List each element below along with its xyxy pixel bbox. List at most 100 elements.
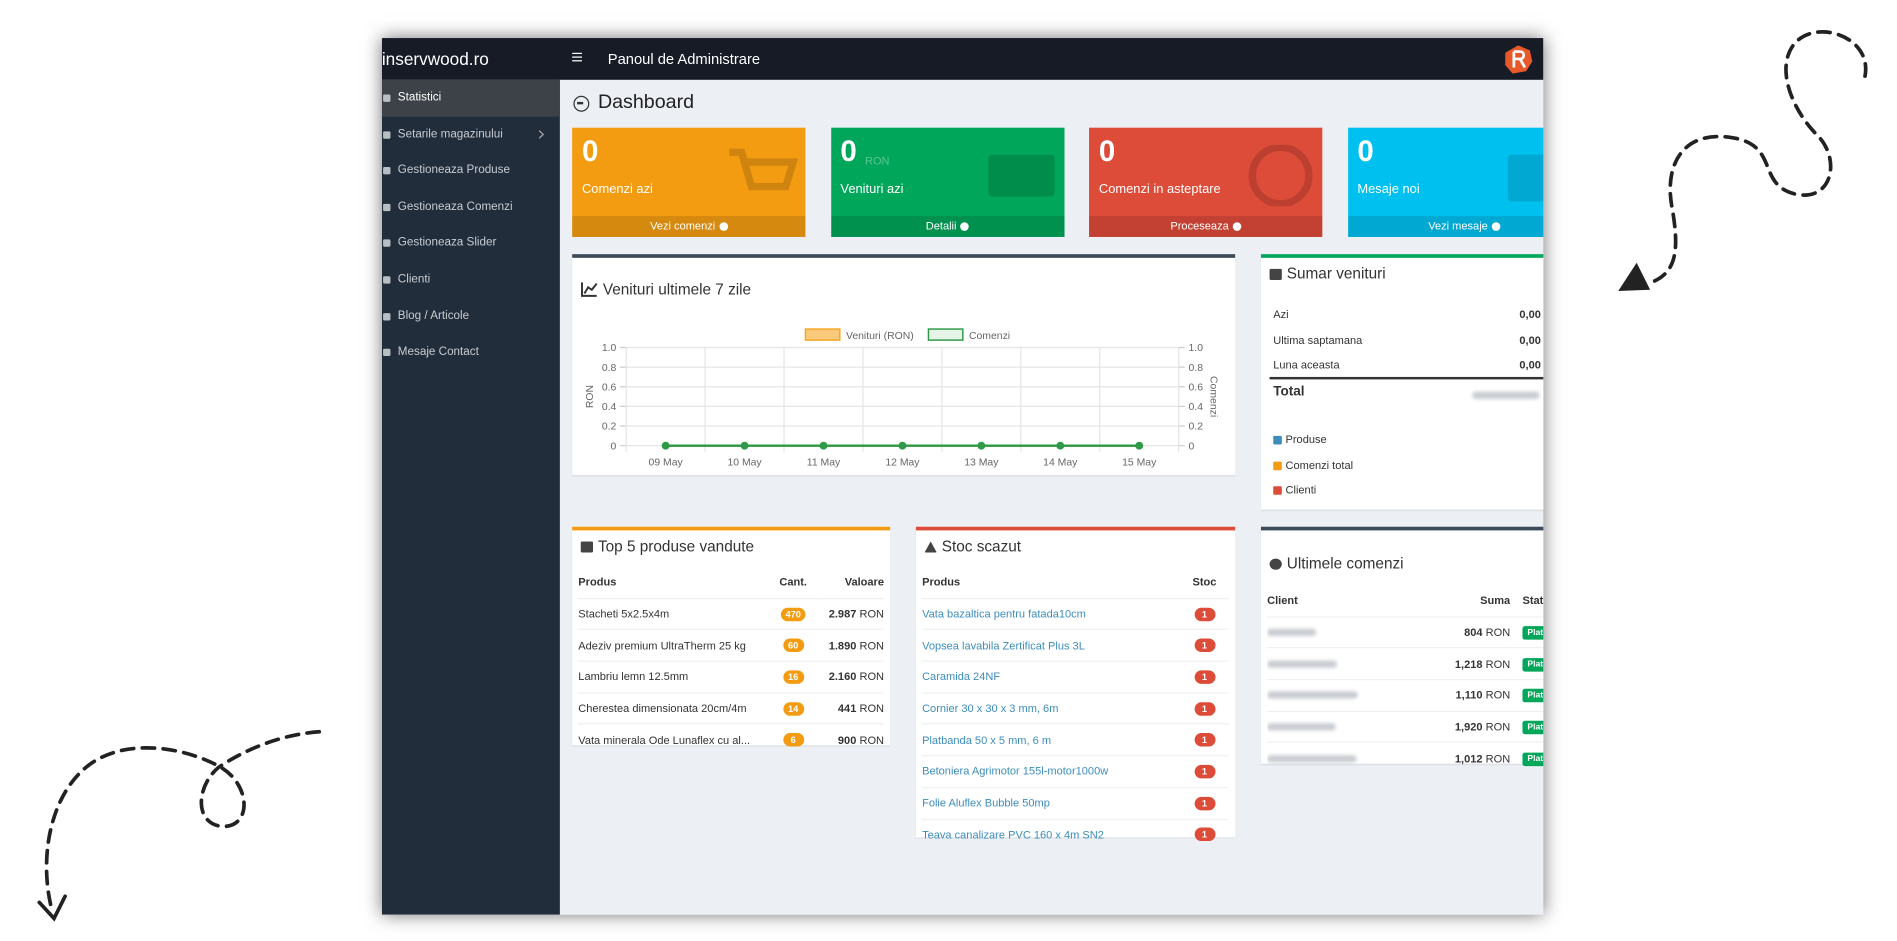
- table-row: 1,920 RON Platit: [1267, 710, 1544, 743]
- stock-badge: 1: [1194, 733, 1215, 747]
- table-row: Betoniera Agrimotor 155l-motor1000w 1: [922, 755, 1230, 788]
- y2-tick-label: 0.2: [1189, 422, 1204, 433]
- stock-cell: 1: [1179, 692, 1230, 725]
- user-logo[interactable]: [1503, 44, 1534, 75]
- column-header: Suma: [1480, 594, 1511, 607]
- value-cell: 2.160 RON: [823, 660, 885, 693]
- quantity-cell: 6: [762, 723, 824, 756]
- summary-link[interactable]: Comenzi total: [1273, 459, 1353, 471]
- column-header: Valoare: [844, 576, 885, 589]
- panel-title-text: Sumar venituri: [1286, 265, 1386, 283]
- y-tick-label: 0.6: [602, 382, 617, 393]
- menu-toggle[interactable]: [572, 52, 582, 62]
- client-cell: [1267, 647, 1439, 680]
- product-link[interactable]: Folie Aluflex Bubble 50mp: [922, 786, 1180, 819]
- summary-row: Azi 0,00: [1273, 308, 1541, 320]
- line-chart: Venituri ultimele 7 zile Venituri (RON) Co…: [580, 282, 1219, 468]
- sidebar-item[interactable]: Mesaje Contact: [382, 334, 560, 370]
- series-point: [898, 441, 907, 450]
- stock-badge: 1: [1194, 607, 1215, 621]
- value-cell: 441 RON: [823, 692, 885, 725]
- link-arrow: [1232, 222, 1242, 231]
- column-header: Stoc: [1192, 576, 1217, 589]
- amount: 804: [1464, 626, 1483, 639]
- product-link[interactable]: Teava canalizare PVC 160 x 4m SN2: [922, 818, 1180, 850]
- table-row: 1,012 RON Platit: [1267, 742, 1544, 774]
- stock-cell: 1: [1179, 723, 1230, 756]
- product-link[interactable]: Cornier 30 x 30 x 3 mm, 6m: [922, 692, 1180, 725]
- status-cell: Platit: [1510, 647, 1544, 680]
- top-bar: inservwood.ro Panoul de Administrare: [381, 38, 1544, 80]
- panel-title: Venituri ultimele 7 zile: [603, 282, 751, 299]
- sidebar: Statistici Setarile magazinului Gestioneaz…: [381, 79, 560, 915]
- amount-currency: RON: [1485, 657, 1511, 671]
- icon-shape: [1248, 144, 1313, 207]
- tile-link[interactable]: Detalii: [830, 216, 1064, 237]
- sidebar-item[interactable]: Clienti: [382, 261, 560, 297]
- summary-link[interactable]: Clienti: [1273, 484, 1316, 497]
- y2-tick-label: 0.6: [1189, 382, 1204, 393]
- sidebar-icon: [383, 348, 391, 357]
- x-tick-label: 12 May: [885, 457, 920, 468]
- amount-cell: 1,110 RON: [1438, 679, 1511, 712]
- table-row: Teava canalizare PVC 160 x 4m SN2 1: [922, 818, 1230, 850]
- stock-badge: 1: [1194, 764, 1215, 779]
- sidebar-item[interactable]: Gestioneaza Comenzi: [382, 189, 560, 225]
- product-link[interactable]: Betoniera Agrimotor 155l-motor1000w: [922, 755, 1180, 788]
- panel-title: Sumar venituri: [1269, 265, 1386, 283]
- y2-tick-label: 1.0: [1189, 343, 1204, 354]
- amount-cell: 1,218 RON: [1438, 647, 1511, 680]
- tile-link[interactable]: Proceseaza: [1089, 216, 1323, 237]
- sidebar-item[interactable]: Blog / Articole: [382, 298, 560, 334]
- amount: 1,110: [1455, 689, 1483, 702]
- latest-orders-panel: Ultimele comenzi Client Suma Statu 804 RON Pl…: [1260, 526, 1544, 774]
- summary-link[interactable]: Produse: [1273, 433, 1327, 446]
- blurred-total: [1472, 391, 1540, 400]
- sidebar-item[interactable]: Gestioneaza Slider: [382, 225, 560, 261]
- status-cell: Platit: [1510, 679, 1544, 712]
- arrow-head: [1618, 262, 1651, 291]
- product-link[interactable]: Vopsea lavabila Zertificat Plus 3L: [922, 629, 1180, 662]
- status-cell: Platit: [1510, 742, 1544, 774]
- amount-currency: RON: [1485, 752, 1511, 765]
- status-badge: Platit: [1522, 626, 1544, 640]
- legend-label: Comenzi: [969, 331, 1010, 342]
- product-link[interactable]: Platbanda 50 x 5 mm, 6 m: [922, 723, 1180, 756]
- x-tick-label: 10 May: [727, 457, 762, 468]
- sidebar-label: Blog / Articole: [397, 308, 470, 323]
- product-link[interactable]: Vata bazaltica pentru fatada10cm: [922, 597, 1180, 630]
- value-currency: RON: [859, 733, 885, 747]
- product-link[interactable]: Caramida 24NF: [922, 660, 1180, 693]
- brand[interactable]: inservwood.ro: [381, 49, 489, 69]
- sidebar-item[interactable]: Statistici: [381, 79, 560, 117]
- tile-value: 0: [1357, 135, 1374, 169]
- legend-swatch: [927, 328, 964, 341]
- sidebar-item[interactable]: Setarile magazinului: [382, 116, 560, 152]
- summary-value: 0,00: [1519, 358, 1541, 371]
- chart-icon: [580, 282, 598, 297]
- blurred-client: [1267, 754, 1357, 763]
- dashed-arrow: [44, 729, 322, 911]
- client-cell: [1267, 615, 1439, 649]
- client-cell: [1267, 679, 1439, 712]
- stock-badge: 1: [1194, 796, 1215, 810]
- amount-cell: 804 RON: [1438, 615, 1511, 649]
- value-amount: 441: [837, 702, 857, 715]
- tile-value: 0: [840, 135, 857, 169]
- series-point: [1135, 441, 1144, 450]
- icon-shape: [1507, 154, 1544, 202]
- sidebar-icon: [383, 203, 391, 211]
- sidebar-item[interactable]: Gestioneaza Produse: [382, 152, 560, 188]
- chevron: [535, 129, 544, 139]
- column-header: Cant.: [779, 576, 807, 589]
- tile-link[interactable]: Vezi comenzi: [572, 216, 806, 237]
- summary-value: 0,00: [1519, 308, 1541, 321]
- quantity-badge: 16: [782, 670, 804, 684]
- tile-unit: RON: [864, 154, 890, 167]
- stock-cell: 1: [1179, 660, 1230, 693]
- legend-label: Venituri (RON): [846, 331, 914, 342]
- summary-panel: Sumar venituri Azi 0,00 Ultima saptamana 0,0…: [1260, 254, 1544, 510]
- amount-currency: RON: [1485, 626, 1511, 639]
- legend-swatch: [804, 328, 841, 341]
- tile-link[interactable]: Vezi mesaje: [1347, 216, 1544, 237]
